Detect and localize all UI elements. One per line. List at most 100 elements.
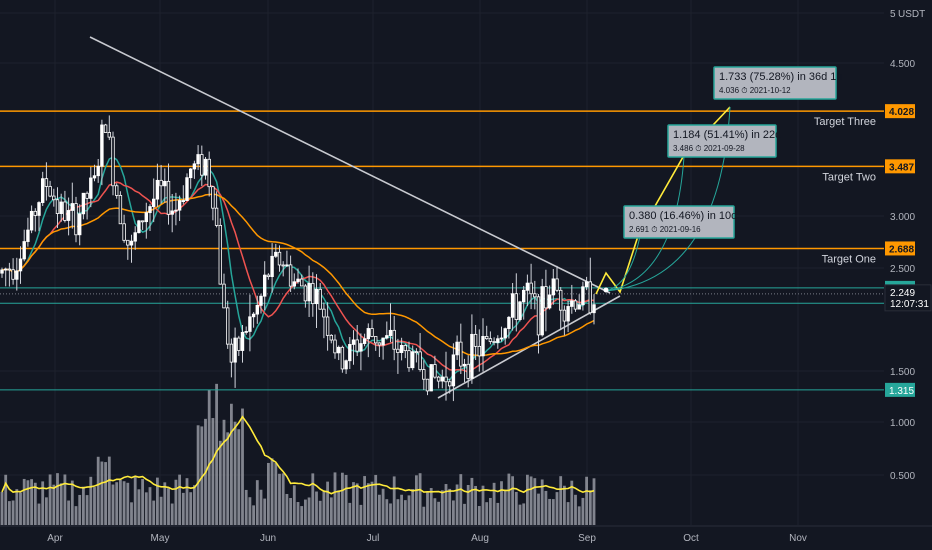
ma-slow-line [1,193,595,357]
price-tick-label: 1.000 [890,418,915,429]
candle-up [507,316,511,330]
candle-down [225,307,230,345]
candle-up [89,177,93,199]
candle-down [422,369,426,380]
candle-down [559,289,563,311]
volume-bar [588,490,592,525]
candle-up [185,177,189,201]
candle-down [44,178,49,187]
volume-bar [437,501,440,525]
candle-up [547,294,552,309]
volume-bar [274,462,278,525]
candle-down [140,220,145,223]
volume-bar [355,483,359,525]
volume-bar [489,497,492,525]
volume-bar [533,478,537,525]
volume-bar [215,383,218,525]
volume-bar [259,489,263,525]
volume-bar [107,456,111,525]
volume-bar [167,488,170,525]
candle-up [151,198,156,207]
candle-up [410,351,415,369]
volume-bar [144,492,148,525]
volume-bar [270,458,274,525]
candle-up [518,301,522,320]
projection-curve [605,235,641,292]
volume-bar [263,498,267,525]
volume-bar [433,498,437,525]
volume-bar [426,492,429,525]
countdown-label: 12:07:31 [890,299,929,310]
volume-bar [96,456,100,525]
volume-bar [181,492,185,525]
volume-bar [19,492,22,525]
candle-up [78,213,82,236]
volume-bar [514,491,518,525]
candle-down [377,342,382,346]
candle-down [11,269,15,280]
projection-box [667,124,777,158]
candle-down [355,339,359,352]
volume-bar [526,474,529,525]
projection-labels[interactable]: 0.380 (16.46%) in 10d 2.691 ⏱ 2021-09-16 1… [623,66,843,239]
price-tag-label: 2.688 [889,244,914,255]
volume-bar [178,474,181,525]
volume-bar [244,489,248,525]
volume-bar [503,489,507,525]
candle-up [510,293,515,318]
projection-box [623,205,735,239]
volume-bar [537,493,540,525]
candle-up [0,269,4,274]
candle-down [55,199,60,214]
volume-bar [26,480,30,525]
candle-down [555,278,559,291]
volume-bar [363,476,366,525]
level-label: Target One [822,253,876,265]
candle-up [192,163,197,170]
volume-bar [281,473,285,525]
candle-up [155,179,160,200]
time-axis[interactable]: Apr May Jun Jul Aug Sep Oct Nov [0,525,932,550]
time-tick-label: May [151,533,170,544]
volume-bar [466,485,470,525]
volume-bar [455,484,459,525]
volume-bar [33,482,37,525]
candle-up [270,255,274,278]
candle-down [303,285,308,302]
candle-up [59,201,63,214]
volume-bar [366,483,370,525]
candle-down [200,154,204,176]
candle-up [203,158,208,176]
volume-bar [492,482,496,525]
horizontal-levels[interactable]: Target Three Target Two Target One [0,110,884,391]
candle-down [318,288,322,310]
candle-up [196,154,200,165]
price-tag-label: 3.487 [889,162,914,173]
volume-bar [241,408,244,525]
candle-down [281,264,285,267]
candle-up [100,124,104,167]
volume-bar [267,462,270,525]
price-axis[interactable]: 5 4.500 3.000 2.500 1.500 1.000 0.500 USDT 4.028… [884,0,932,550]
volume-bar [255,480,259,525]
candle-up [462,363,467,367]
volume-bar [500,481,503,525]
volume-bar [333,472,337,525]
volume-bar [551,499,555,525]
price-tick-label: 1.500 [890,367,915,378]
volume-bar [133,477,137,525]
candle-down [159,179,163,187]
volume-bar [370,481,374,525]
candle-down [277,251,282,266]
volume-bar [304,499,307,525]
projection-sub-text: 4.036 ⏱ 2021-10-12 [719,86,791,95]
candle-down [536,296,541,336]
volume-bar [440,490,444,525]
candle-up [499,337,504,340]
price-tick-label: 3.000 [890,212,915,223]
volume-bar [389,503,392,525]
candle-down [533,293,537,298]
candle-down [477,345,481,357]
candle-down [492,341,496,343]
